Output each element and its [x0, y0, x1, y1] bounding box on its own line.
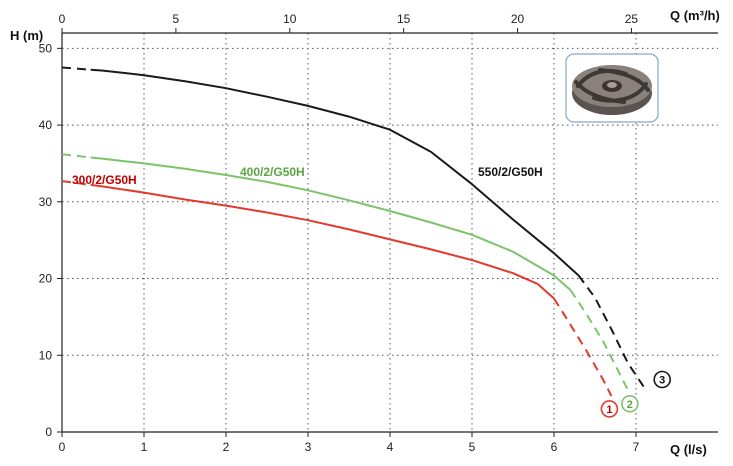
x-tick-label: 1	[141, 440, 148, 454]
series-lines	[61, 66, 646, 397]
series-0-dashed-end	[553, 297, 613, 397]
x2-tick-label: 15	[397, 12, 411, 26]
y-axis-label: H (m)	[10, 28, 43, 43]
series-label-550: 550/2/G50H	[478, 165, 543, 179]
series-2-dashed-start	[61, 66, 91, 71]
series-0-line	[90, 183, 555, 300]
impeller-photo	[565, 53, 659, 123]
series-1-line	[90, 156, 572, 291]
series-2-dashed-end	[577, 274, 646, 389]
y-tick-label: 40	[39, 118, 53, 132]
curve-marker-3	[653, 370, 672, 389]
x-tick-label: 5	[469, 440, 476, 454]
curve-markers: 1 2 3	[600, 370, 672, 418]
x-tick-label: 3	[305, 440, 312, 454]
series-1-dashed-end	[569, 289, 629, 391]
series-0-dashed-start	[61, 180, 91, 186]
x2-axis-ticks: 0 5 10 15 20 25	[59, 12, 639, 33]
series-label-400: 400/2/G50H	[240, 165, 305, 179]
x2-axis-label: Q (m³/h)	[670, 8, 720, 23]
x-tick-label: 7	[633, 440, 640, 454]
x-axis-label: Q (l/s)	[670, 442, 707, 457]
series-1-dashed-start	[61, 153, 91, 159]
x-tick-label: 4	[387, 440, 394, 454]
x2-tick-label: 5	[173, 12, 180, 26]
series-label-300: 300/2/G50H	[72, 173, 137, 187]
y-axis-ticks: 0 10 20 30 40 50	[39, 41, 62, 439]
series-2-line	[90, 68, 580, 277]
curve-marker-label: 1	[606, 404, 612, 416]
x2-tick-label: 10	[283, 12, 297, 26]
y-tick-label: 20	[39, 272, 53, 286]
y-tick-label: 30	[39, 195, 53, 209]
x2-tick-label: 25	[625, 12, 639, 26]
x-tick-label: 0	[59, 440, 66, 454]
x-tick-label: 2	[223, 440, 230, 454]
y-tick-label: 50	[39, 41, 53, 55]
x-axis-ticks: 0 1 2 3 4 5 6 7	[59, 432, 640, 454]
curve-marker-1	[600, 400, 619, 418]
curve-marker-2	[620, 394, 639, 413]
curve-marker-label: 3	[659, 374, 665, 386]
x-tick-label: 6	[551, 440, 558, 454]
y-tick-label: 10	[39, 348, 53, 362]
x2-tick-label: 0	[59, 12, 66, 26]
y-tick-label: 0	[45, 425, 52, 439]
curve-marker-label: 2	[627, 399, 633, 411]
x2-tick-label: 20	[511, 12, 525, 26]
